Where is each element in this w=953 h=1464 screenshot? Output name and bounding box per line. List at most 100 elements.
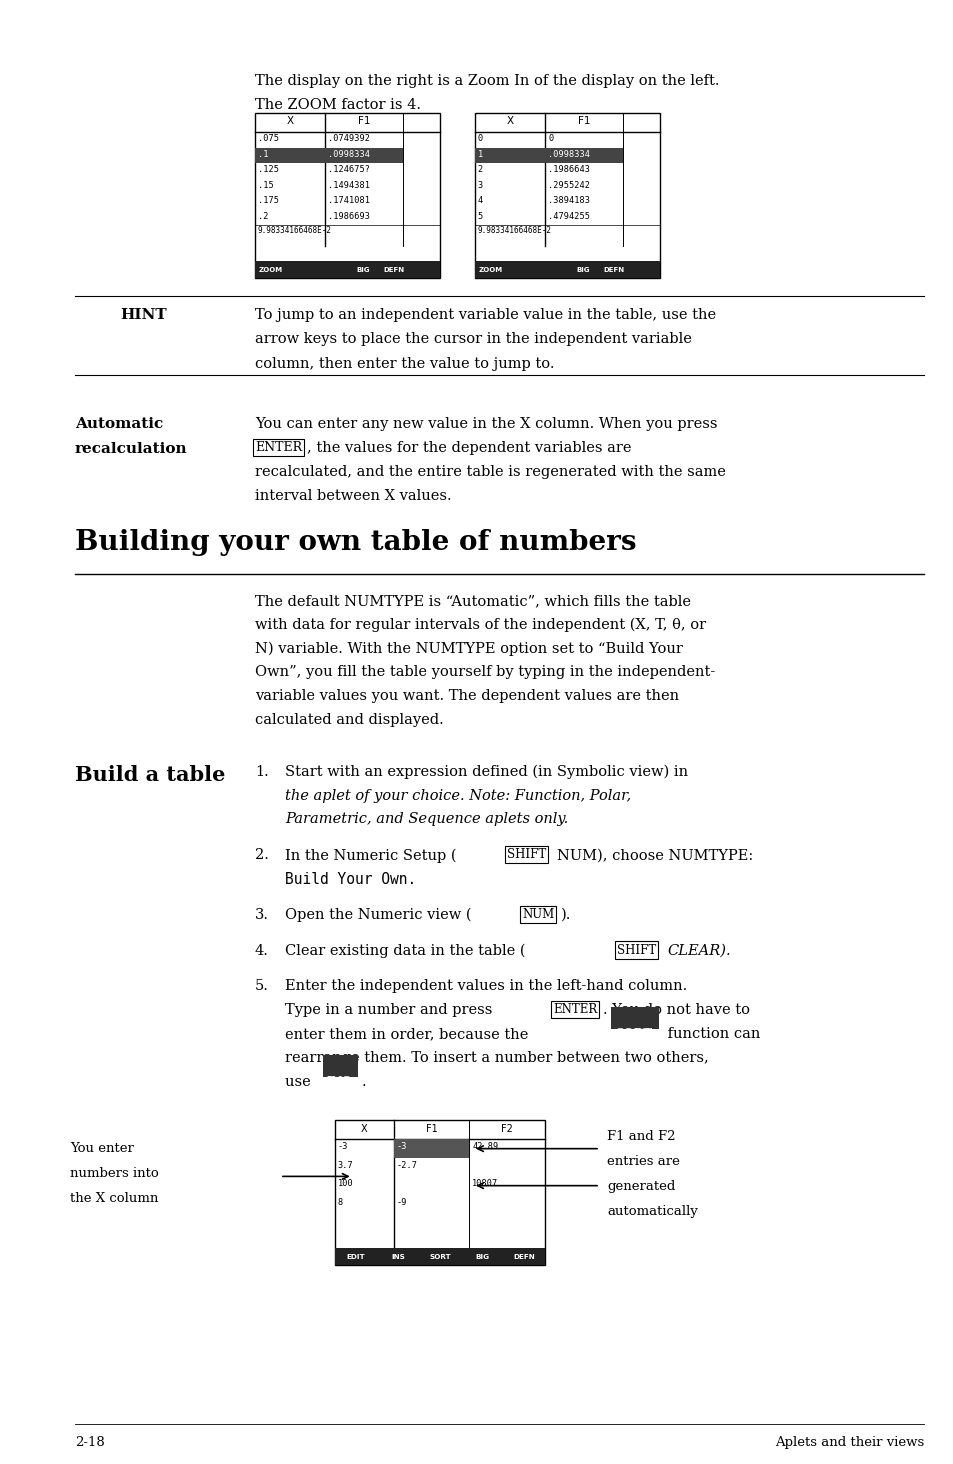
Text: . You do not have to: . You do not have to — [602, 1003, 749, 1017]
Text: Clear existing data in the table (: Clear existing data in the table ( — [285, 944, 525, 957]
Text: F1: F1 — [578, 116, 590, 126]
Text: BIG: BIG — [576, 266, 589, 272]
Text: ZOOM: ZOOM — [477, 266, 502, 272]
Text: use: use — [285, 1075, 315, 1089]
Text: DEFN: DEFN — [602, 266, 623, 272]
Bar — [323, 1054, 357, 1076]
Text: calculated and displayed.: calculated and displayed. — [254, 713, 443, 728]
Text: 4.: 4. — [254, 944, 269, 957]
Text: ENTER: ENTER — [553, 1003, 597, 1016]
Text: You enter: You enter — [70, 1142, 133, 1155]
Text: rearrange them. To insert a number between two others,: rearrange them. To insert a number betwe… — [285, 1051, 708, 1064]
Text: .15: .15 — [257, 182, 274, 190]
Bar — [254, 113, 439, 278]
Text: NUM: NUM — [521, 908, 554, 921]
Text: 2: 2 — [477, 165, 482, 174]
Text: Type in a number and press: Type in a number and press — [285, 1003, 497, 1017]
Text: arrow keys to place the cursor in the independent variable: arrow keys to place the cursor in the in… — [254, 332, 691, 347]
Text: 3.7: 3.7 — [337, 1161, 354, 1170]
Bar — [254, 148, 402, 163]
Text: -3: -3 — [337, 1142, 348, 1151]
Text: entries are: entries are — [606, 1155, 679, 1168]
Text: .075: .075 — [257, 135, 278, 143]
Text: 0: 0 — [477, 135, 482, 143]
Text: numbers into: numbers into — [70, 1167, 158, 1180]
Text: SORT: SORT — [429, 1253, 451, 1261]
Text: .1986693: .1986693 — [328, 212, 370, 221]
Bar — [475, 113, 659, 278]
Text: In the Numeric Setup (: In the Numeric Setup ( — [285, 848, 456, 862]
Text: F1: F1 — [357, 116, 370, 126]
Text: 4: 4 — [477, 196, 482, 205]
Bar — [475, 261, 659, 278]
Text: BIG: BIG — [355, 266, 369, 272]
Text: 5: 5 — [477, 212, 482, 221]
Text: .: . — [361, 1075, 366, 1089]
Text: 9.98334166468E-2: 9.98334166468E-2 — [257, 225, 332, 236]
Text: -9: -9 — [396, 1198, 407, 1206]
Text: DEFN: DEFN — [513, 1253, 535, 1261]
Text: To jump to an independent variable value in the table, use the: To jump to an independent variable value… — [254, 307, 716, 322]
Text: 8: 8 — [337, 1198, 343, 1206]
Text: .1: .1 — [257, 149, 268, 158]
Text: SHIFT: SHIFT — [617, 944, 656, 956]
Text: INS: INS — [326, 1076, 351, 1089]
Text: Building your own table of numbers: Building your own table of numbers — [75, 529, 636, 556]
Text: 9.98334166468E-2: 9.98334166468E-2 — [477, 225, 551, 236]
Text: BIG: BIG — [475, 1253, 489, 1261]
Text: .2955242: .2955242 — [548, 182, 590, 190]
Text: Automatic: Automatic — [75, 417, 163, 430]
Text: Own”, you fill the table yourself by typing in the independent-: Own”, you fill the table yourself by typ… — [254, 666, 715, 679]
Text: -3: -3 — [396, 1142, 407, 1151]
Text: .0998334: .0998334 — [328, 149, 370, 158]
Text: enter them in order, because the: enter them in order, because the — [285, 1028, 533, 1041]
Text: Start with an expression defined (in Symbolic view) in: Start with an expression defined (in Sym… — [285, 764, 687, 779]
Text: generated: generated — [606, 1180, 675, 1193]
Text: recalculation: recalculation — [75, 442, 188, 455]
Text: X: X — [286, 116, 294, 126]
Text: .0749392: .0749392 — [328, 135, 370, 143]
Text: 42.89: 42.89 — [472, 1142, 497, 1151]
Text: Enter the independent values in the left-hand column.: Enter the independent values in the left… — [285, 979, 686, 994]
Text: interval between X values.: interval between X values. — [254, 489, 451, 504]
Text: 1: 1 — [477, 149, 482, 158]
Text: .1494381: .1494381 — [328, 182, 370, 190]
Text: .0998334: .0998334 — [548, 149, 590, 158]
Text: Parametric, and Sequence aplets only.: Parametric, and Sequence aplets only. — [285, 813, 568, 826]
Text: recalculated, and the entire table is regenerated with the same: recalculated, and the entire table is re… — [254, 466, 725, 479]
Text: the aplet of your choice. Note: Function, Polar,: the aplet of your choice. Note: Function… — [285, 789, 631, 802]
Text: function can: function can — [662, 1028, 760, 1041]
Text: Open the Numeric view (: Open the Numeric view ( — [285, 908, 471, 922]
Text: The default NUMTYPE is “Automatic”, which fills the table: The default NUMTYPE is “Automatic”, whic… — [254, 594, 690, 608]
Text: F2: F2 — [500, 1124, 513, 1135]
Text: NUM), choose NUMTYPE:: NUM), choose NUMTYPE: — [557, 848, 753, 862]
Text: .2: .2 — [257, 212, 268, 221]
Text: .4794255: .4794255 — [548, 212, 590, 221]
Text: 2.: 2. — [254, 848, 269, 862]
Text: ENTER: ENTER — [254, 441, 302, 454]
Bar — [610, 1007, 659, 1029]
Text: 5.: 5. — [254, 979, 269, 994]
Text: variable values you want. The dependent values are then: variable values you want. The dependent … — [254, 690, 679, 703]
Text: The display on the right is a Zoom In of the display on the left.: The display on the right is a Zoom In of… — [254, 75, 719, 88]
Text: F1: F1 — [425, 1124, 437, 1135]
Text: The ZOOM factor is 4.: The ZOOM factor is 4. — [254, 98, 420, 113]
Text: 3.: 3. — [254, 908, 269, 922]
Text: automatically: automatically — [606, 1205, 698, 1218]
Text: column, then enter the value to jump to.: column, then enter the value to jump to. — [254, 357, 554, 370]
Text: ).: ). — [560, 908, 571, 922]
Text: .1986643: .1986643 — [548, 165, 590, 174]
Text: EDIT: EDIT — [346, 1253, 365, 1261]
Text: 2-18: 2-18 — [75, 1436, 105, 1449]
Text: the X column: the X column — [70, 1192, 158, 1205]
Bar — [475, 148, 622, 163]
Text: .3894183: .3894183 — [548, 196, 590, 205]
Text: SHIFT: SHIFT — [506, 848, 546, 861]
Text: 0: 0 — [548, 135, 553, 143]
Bar — [394, 1139, 469, 1158]
Text: HINT: HINT — [120, 307, 167, 322]
Text: Build Your Own.: Build Your Own. — [285, 873, 416, 887]
Text: .124675?: .124675? — [328, 165, 370, 174]
Text: F1 and F2: F1 and F2 — [606, 1130, 675, 1143]
Text: 10807: 10807 — [472, 1179, 497, 1189]
